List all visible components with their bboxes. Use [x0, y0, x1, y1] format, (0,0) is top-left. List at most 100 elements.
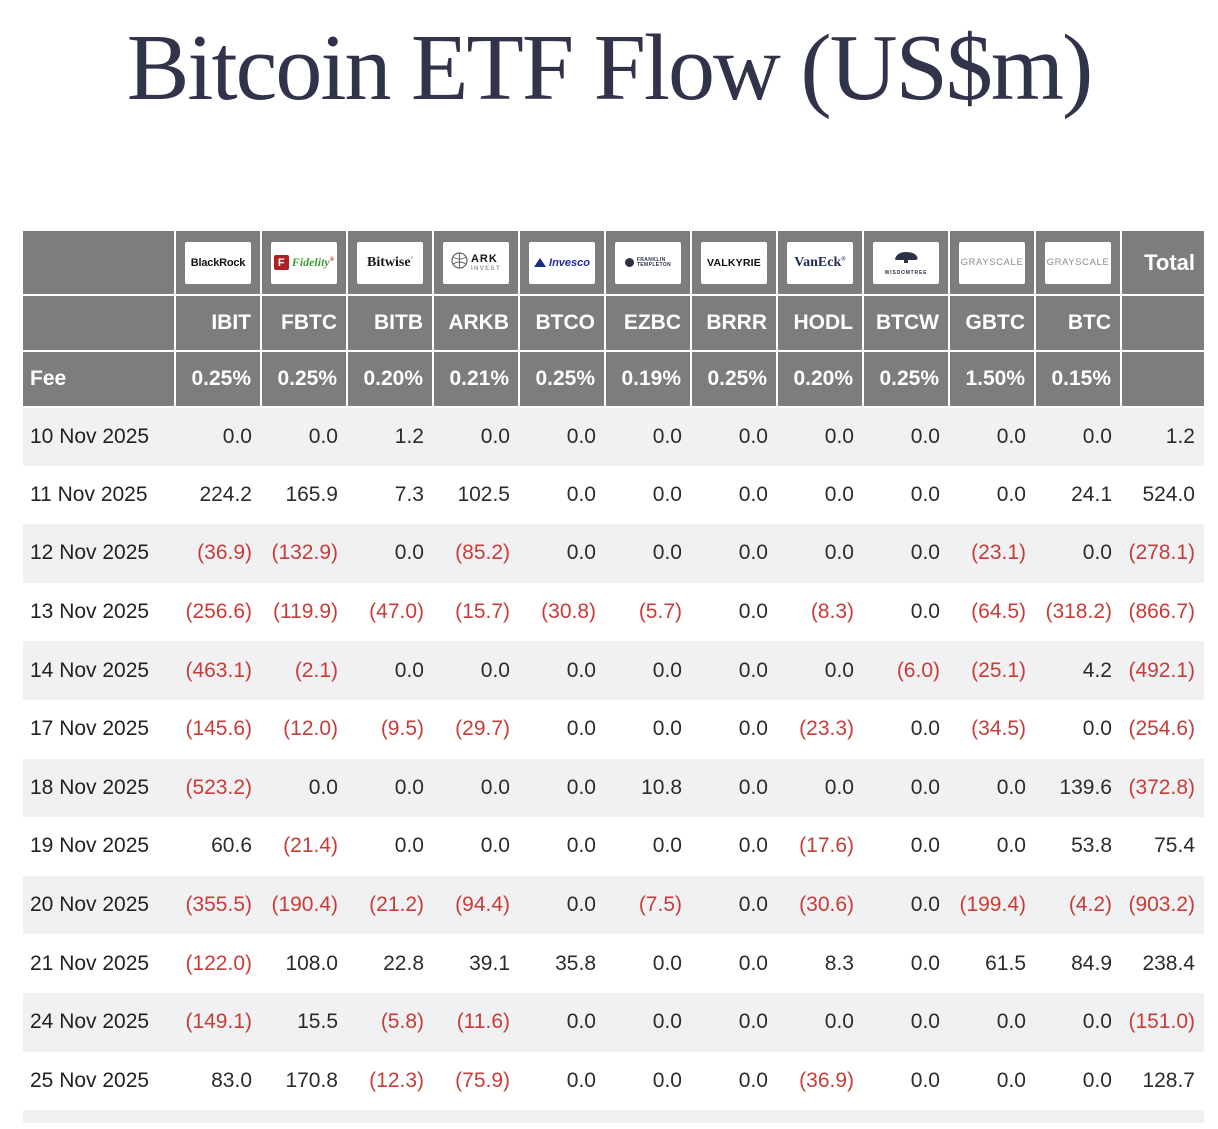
flow-cell: 0.0: [652, 951, 682, 975]
grayscale-wordmark: GRAYSCALE: [960, 257, 1024, 268]
total-cell: (151.0): [1128, 1010, 1195, 1034]
flow-cell: (21.4): [283, 834, 338, 858]
flow-cell: 0.0: [824, 775, 854, 799]
flow-cell: (30.6): [799, 893, 854, 917]
ark-globe-icon: [451, 251, 468, 275]
flow-cell: 0.0: [394, 834, 424, 858]
flow-cell: 0.0: [910, 1068, 940, 1092]
flow-cell: 0.0: [738, 424, 768, 448]
provider-logo-cell: Bitwise°: [347, 231, 434, 296]
flow-cell: 0.0: [910, 775, 940, 799]
flow-cell: 0.0: [996, 775, 1026, 799]
flow-cell: 24.1: [1071, 482, 1112, 506]
flow-cell: (17.6): [799, 834, 854, 858]
flow-cell: (2.1): [294, 658, 338, 682]
page-title: Bitcoin ETF Flow (US$m): [126, 16, 1094, 120]
vaneck-logo: VanEck®: [787, 241, 853, 284]
flow-cell: (122.0): [185, 951, 252, 975]
flow-cell: 0.0: [738, 1068, 768, 1092]
date-cell: 24 Nov 2025: [30, 1010, 150, 1034]
table-row: 14 Nov 2025 (463.1) (2.1) 0.0 0.0 0.0 0.0 0.0 0.…: [23, 641, 1204, 700]
flow-cell: 0.0: [910, 951, 940, 975]
flow-cell: (8.3): [810, 600, 854, 624]
flow-cell: 170.8: [285, 1068, 338, 1092]
flow-cell: (12.0): [283, 717, 338, 741]
flow-cell: 0.0: [996, 424, 1026, 448]
logo-header-row: BlackRock F Fidelity® Bitwise° ARK INVEST Inve…: [23, 231, 1204, 296]
flow-cell: 0.0: [824, 1010, 854, 1034]
etf-flow-table: BlackRock F Fidelity® Bitwise° ARK INVEST Inve…: [23, 231, 1204, 1124]
fee-header-row: Fee 0.25% 0.25% 0.20% 0.21% 0.25% 0.19% 0.25% 0.…: [23, 351, 1204, 408]
total-header-cell: Total: [1121, 231, 1204, 296]
fee-cell: 0.20%: [347, 351, 434, 408]
flow-cell: 0.0: [566, 1068, 596, 1092]
flow-cell: (75.9): [455, 1068, 510, 1092]
flow-cell: 0.0: [824, 658, 854, 682]
total-cell: 524.0: [1142, 482, 1195, 506]
table-row: 24 Nov 2025 (149.1) 15.5 (5.8) (11.6) 0.0 0.0 0…: [23, 992, 1204, 1052]
flow-cell: 0.0: [308, 775, 338, 799]
fee-cell: 0.25%: [261, 351, 348, 408]
flow-cell: (7.5): [638, 893, 682, 917]
flow-cell: 0.0: [652, 424, 682, 448]
flow-cell: 0.0: [910, 424, 940, 448]
provider-logo-cell: BlackRock: [175, 231, 262, 296]
table-row: 13 Nov 2025 (256.6) (119.9) (47.0) (15.7) (30…: [23, 582, 1204, 642]
invesco-logo: Invesco: [529, 241, 595, 284]
flow-cell: 0.0: [566, 834, 596, 858]
flow-cell: 0.0: [738, 541, 768, 565]
fee-label-cell: Fee: [23, 351, 176, 408]
templeton-text: TEMPLETON: [636, 261, 672, 268]
ticker-cell: BRRR: [691, 295, 778, 352]
flow-cell: 0.0: [308, 424, 338, 448]
registered-mark: ®: [841, 255, 846, 262]
corner-cell: [23, 295, 176, 352]
table-row: 12 Nov 2025 (36.9) (132.9) 0.0 (85.2) 0.0 0.0 0…: [23, 524, 1204, 583]
ticker-cell: BITB: [347, 295, 434, 352]
table-row: 10 Nov 2025 0.0 0.0 1.2 0.0 0.0 0.0 0.0 0.0 0.0 0.…: [23, 407, 1204, 466]
flow-cell: 0.0: [738, 834, 768, 858]
grayscale-wordmark: GRAYSCALE: [1046, 257, 1110, 268]
table-row: 11 Nov 2025 224.2 165.9 7.3 102.5 0.0 0.0 0.0 0.…: [23, 465, 1204, 525]
flow-cell: 0.0: [738, 600, 768, 624]
flow-cell: 4.2: [1082, 658, 1112, 682]
flow-cell: (94.4): [455, 893, 510, 917]
fee-cell: 0.21%: [433, 351, 520, 408]
table-header: BlackRock F Fidelity® Bitwise° ARK INVEST Inve…: [23, 231, 1204, 408]
flow-cell: (190.4): [271, 893, 338, 917]
vaneck-wordmark: VanEck®: [794, 254, 846, 270]
ticker-header-row: IBIT FBTC BITB ARKB BTCO EZBC BRRR HODL BTCW GBTC…: [23, 295, 1204, 352]
total-cell: 1.2: [1165, 424, 1195, 448]
flow-cell: 0.0: [480, 775, 510, 799]
total-cell: (254.6): [1128, 717, 1195, 741]
flow-cell: 0.0: [910, 1010, 940, 1034]
total-cell: (492.1): [1128, 658, 1195, 682]
fee-cell: 0.19%: [605, 351, 692, 408]
flow-cell: (23.1): [971, 541, 1026, 565]
provider-logo-cell: FRANKLIN TEMPLETON: [605, 231, 692, 296]
flow-cell: 0.0: [738, 658, 768, 682]
flow-cell: (36.9): [799, 1068, 854, 1092]
total-cell: 238.4: [1142, 951, 1195, 975]
flow-cell: (25.1): [971, 658, 1026, 682]
flow-cell: 0.0: [996, 482, 1026, 506]
date-cell: 13 Nov 2025: [30, 600, 150, 624]
wisdomtree-tree-icon: [891, 249, 921, 270]
table-row: 17 Nov 2025 (145.6) (12.0) (9.5) (29.7) 0.0 0.…: [23, 699, 1204, 759]
provider-logo-cell: Invesco: [519, 231, 606, 296]
flow-cell: 84.9: [1071, 951, 1112, 975]
partial-next-row: [23, 1110, 1204, 1124]
flow-cell: (149.1): [185, 1010, 252, 1034]
flow-cell: 0.0: [738, 951, 768, 975]
flow-cell: 0.0: [996, 834, 1026, 858]
flow-cell: 39.1: [469, 951, 510, 975]
date-cell: 12 Nov 2025: [30, 541, 150, 565]
total-cell: 75.4: [1154, 834, 1195, 858]
ark-invest-logo: ARK INVEST: [443, 241, 509, 284]
franklin-head-icon: [624, 258, 634, 267]
flow-cell: 60.6: [211, 834, 252, 858]
flow-cell: (523.2): [185, 775, 252, 799]
flow-cell: (463.1): [185, 658, 252, 682]
date-cell: 11 Nov 2025: [30, 482, 148, 506]
fee-cell: 1.50%: [949, 351, 1036, 408]
